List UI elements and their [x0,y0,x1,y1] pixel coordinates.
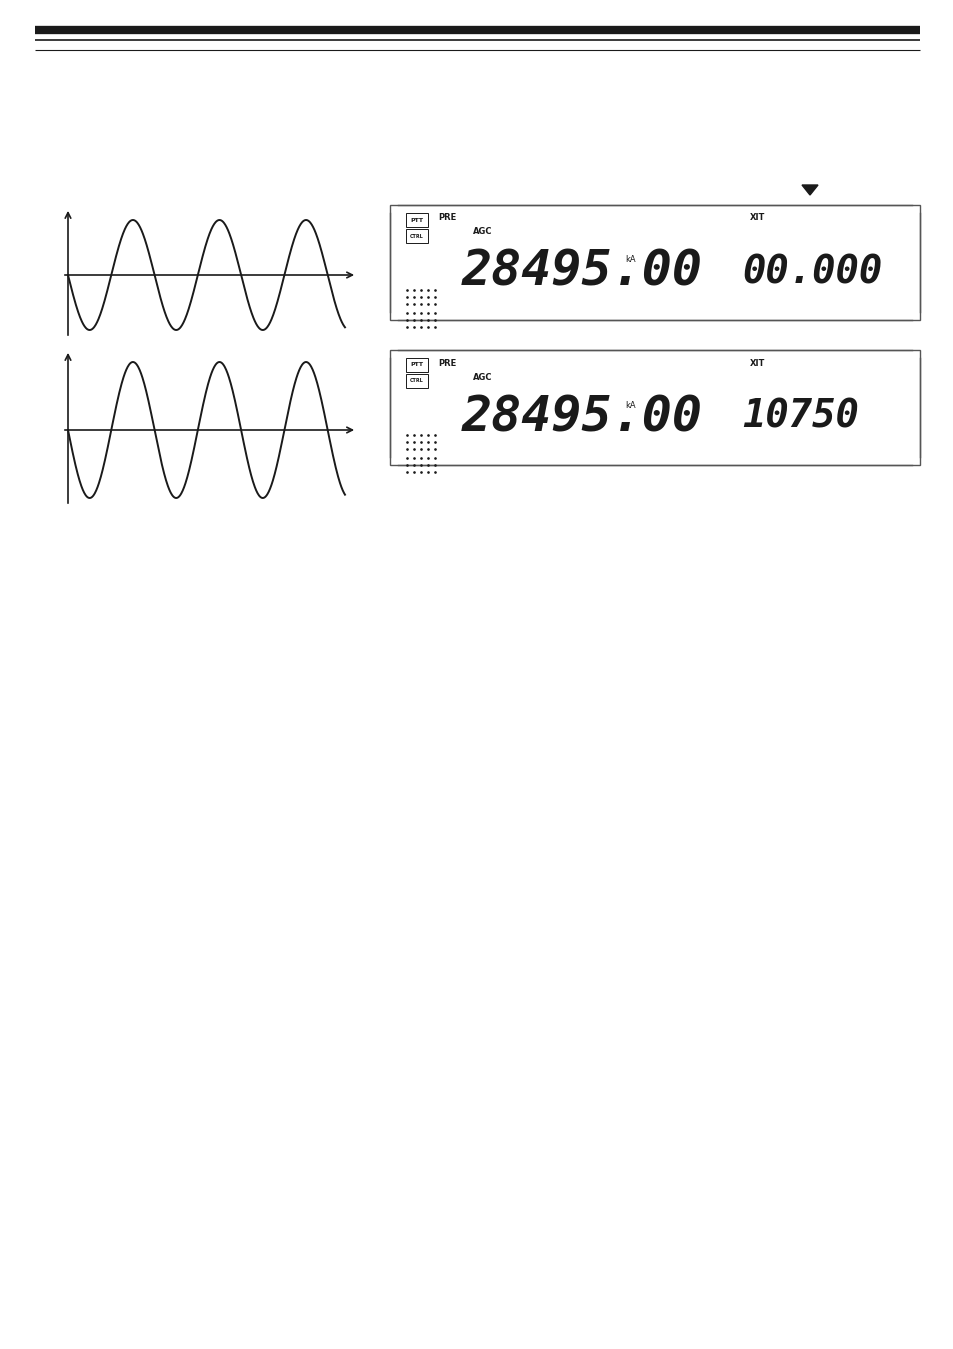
Text: 00.000: 00.000 [741,254,882,291]
Text: PTT: PTT [410,217,423,223]
Bar [406,213,428,227]
Polygon shape [801,185,817,196]
Text: PRE: PRE [437,359,456,367]
Bar [406,374,428,389]
Text: AGC: AGC [473,372,492,382]
Bar [390,349,919,465]
Text: kA: kA [624,255,635,264]
Text: PTT: PTT [410,363,423,367]
Text: kA: kA [624,401,635,410]
Bar [406,357,428,372]
Text: XIT: XIT [749,359,764,367]
Bar [406,229,428,243]
Text: 28495.00: 28495.00 [461,393,702,441]
Text: XIT: XIT [749,213,764,223]
Text: AGC: AGC [473,228,492,236]
Text: 28495.00: 28495.00 [461,248,702,295]
Bar [390,205,919,320]
Text: PRE: PRE [437,213,456,223]
Text: CTRL: CTRL [410,379,423,383]
Text: CTRL: CTRL [410,233,423,239]
Text: 10750: 10750 [741,398,858,436]
